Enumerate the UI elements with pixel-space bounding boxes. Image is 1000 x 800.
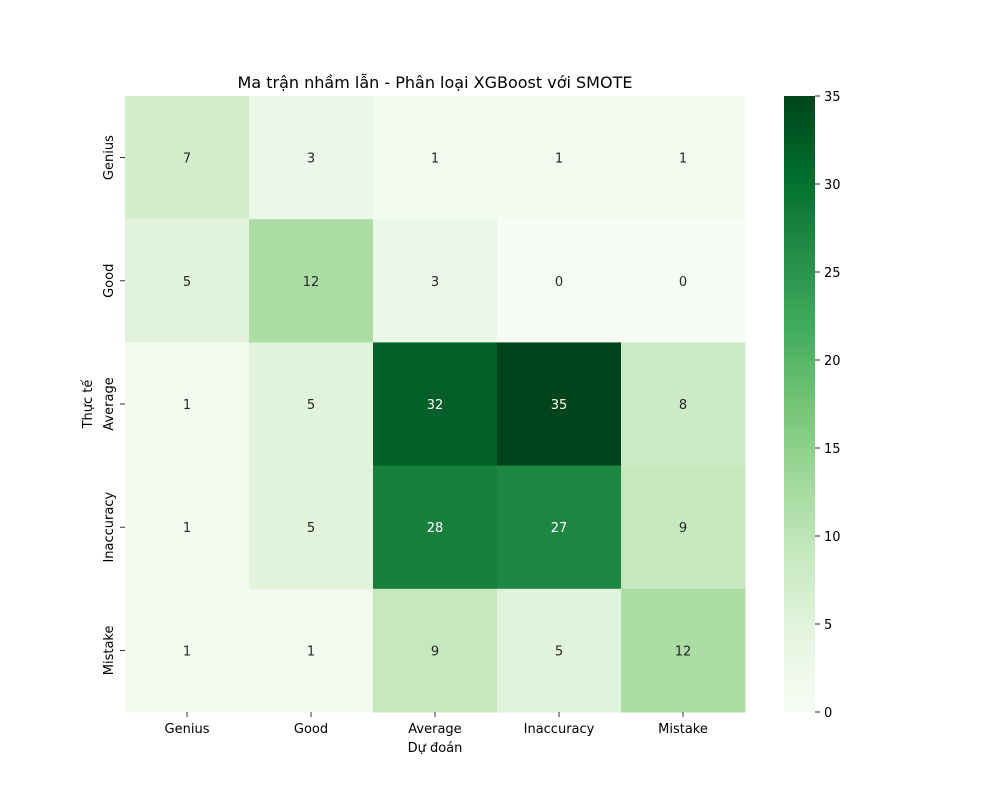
heatmap-cell <box>621 588 746 713</box>
x-tick-label: Good <box>294 722 328 737</box>
cell-value-label: 5 <box>307 398 315 413</box>
cell-value-label: 12 <box>675 644 692 659</box>
x-tick-label: Genius <box>165 722 210 737</box>
colorbar-tick-label: 25 <box>824 266 841 281</box>
cell-value-label: 5 <box>307 521 315 536</box>
colorbar-tick-label: 0 <box>824 706 832 721</box>
cell-value-label: 9 <box>431 644 439 659</box>
heatmap-cell <box>125 342 250 467</box>
heatmap-cell <box>249 465 374 590</box>
colorbar-tick-label: 10 <box>824 530 841 545</box>
x-tick-label: Inaccuracy <box>524 722 595 737</box>
cell-value-label: 3 <box>307 152 315 167</box>
cell-value-label: 0 <box>555 275 563 290</box>
cell-value-label: 1 <box>679 152 687 167</box>
x-tick-label: Mistake <box>658 722 708 737</box>
heatmap-cell <box>497 465 622 590</box>
heatmap-cell <box>373 465 498 590</box>
cell-value-label: 1 <box>183 644 191 659</box>
heatmap-cell <box>125 219 250 343</box>
heatmap-cell <box>249 342 374 467</box>
colorbar-gradient <box>784 96 815 712</box>
colorbar-tick-label: 30 <box>824 178 841 193</box>
cell-value-label: 27 <box>551 521 568 536</box>
heatmap-cell <box>373 96 498 220</box>
heatmap-cell <box>621 465 746 590</box>
heatmap-cell <box>249 96 374 220</box>
heatmap-cell <box>497 96 622 220</box>
heatmap-cell <box>373 342 498 467</box>
heatmap-cell <box>125 588 250 713</box>
y-tick-label: Average <box>102 377 117 430</box>
heatmap-cell <box>373 588 498 713</box>
cell-value-label: 1 <box>183 398 191 413</box>
heatmap-cell <box>125 465 250 590</box>
y-tick-label: Inaccuracy <box>102 492 117 563</box>
cell-value-label: 8 <box>679 398 687 413</box>
cell-value-label: 28 <box>427 521 444 536</box>
heatmap-cell <box>497 342 622 467</box>
colorbar-tick-label: 15 <box>824 442 841 457</box>
y-tick-label: Genius <box>102 135 117 180</box>
cell-value-label: 1 <box>183 521 191 536</box>
y-axis-ticks: Genius Good Average Inaccuracy Mistake <box>102 135 125 675</box>
cell-value-label: 12 <box>303 275 320 290</box>
x-axis-ticks: Genius Good Average Inaccuracy Mistake <box>165 712 708 737</box>
cell-value-label: 3 <box>431 275 439 290</box>
colorbar-tick-label: 35 <box>824 90 841 105</box>
cell-value-label: 5 <box>555 644 563 659</box>
heatmap-cell <box>621 96 746 220</box>
colorbar-tick-label: 5 <box>824 618 832 633</box>
colorbar-tick-label: 20 <box>824 354 841 369</box>
x-axis-label: Dự đoán <box>408 741 463 756</box>
heatmap-cells: 7 3 1 1 1 5 12 3 0 0 1 5 32 35 8 1 5 28 27 9 1 1 9 5 12 <box>125 96 746 713</box>
cell-value-label: 9 <box>679 521 687 536</box>
cell-value-label: 0 <box>679 275 687 290</box>
y-axis-label: Thực tế <box>81 380 96 430</box>
chart-title: Ma trận nhầm lẫn - Phân loại XGBoost với… <box>238 73 633 92</box>
heatmap-cell <box>497 588 622 713</box>
y-tick-label: Mistake <box>102 626 117 676</box>
heatmap-cell <box>497 219 622 343</box>
colorbar: 0 5 10 15 20 25 30 35 <box>784 90 841 721</box>
heatmap-cell <box>125 96 250 220</box>
heatmap-cell <box>249 219 374 343</box>
y-tick-label: Good <box>102 264 117 298</box>
heatmap-cell <box>621 342 746 467</box>
heatmap-cell <box>373 219 498 343</box>
heatmap-cell <box>621 219 746 343</box>
heatmap-cell <box>249 588 374 713</box>
cell-value-label: 7 <box>183 152 191 167</box>
cell-value-label: 32 <box>427 398 444 413</box>
cell-value-label: 5 <box>183 275 191 290</box>
x-tick-label: Average <box>408 722 461 737</box>
cell-value-label: 1 <box>555 152 563 167</box>
cell-value-label: 1 <box>431 152 439 167</box>
cell-value-label: 1 <box>307 644 315 659</box>
cell-value-label: 35 <box>551 398 568 413</box>
